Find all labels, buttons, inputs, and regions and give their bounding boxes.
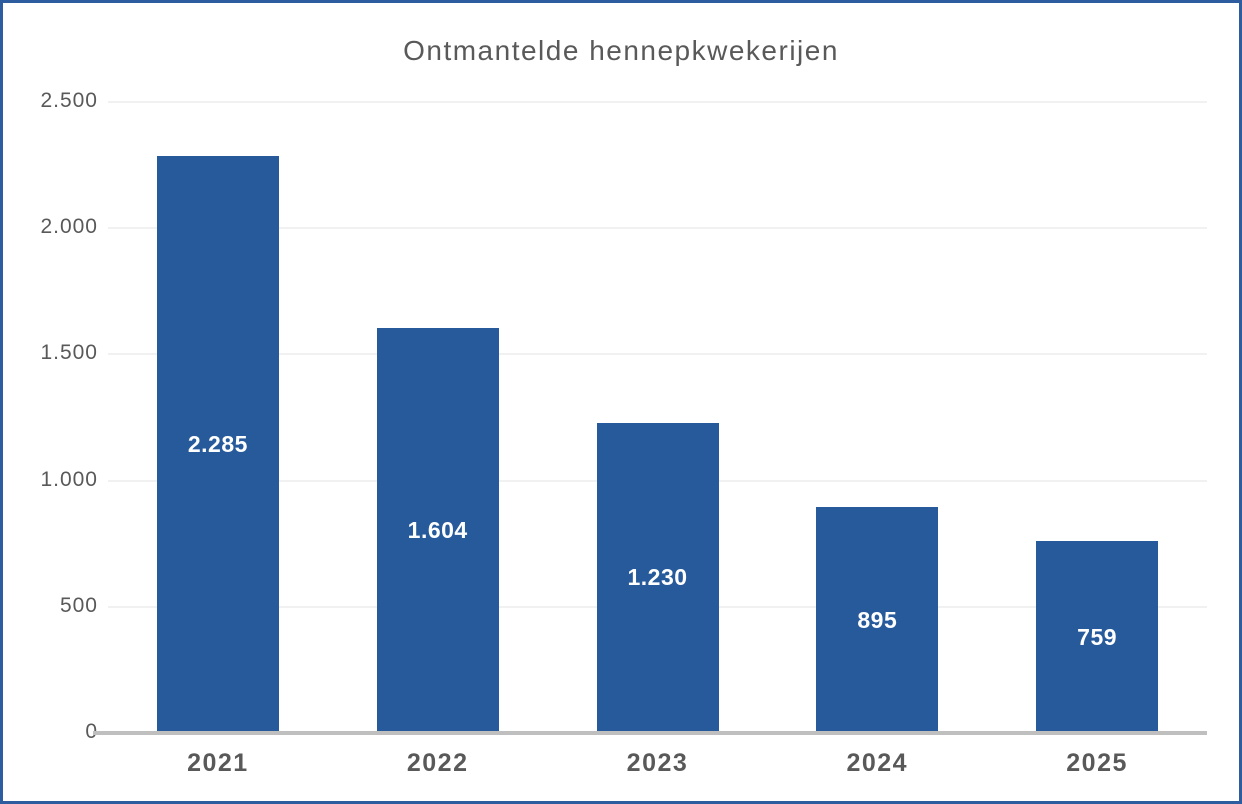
y-tick-label: 1.000	[40, 467, 98, 491]
chart-title: Ontmantelde hennepkwekerijen	[403, 35, 839, 66]
x-axis-line	[93, 731, 1207, 735]
x-tick-label: 2021	[187, 749, 249, 777]
x-tick-label: 2022	[406, 749, 469, 777]
bar: 1.230	[596, 422, 719, 733]
gridline	[108, 101, 1207, 103]
y-tick-label: 0	[85, 720, 98, 743]
x-tick-label: 2023	[626, 749, 689, 777]
x-axis-labels: 2021 2022 2023 2024 2025	[108, 749, 1207, 785]
bar-value-label: 1.604	[407, 517, 468, 544]
bar: 1.604	[376, 328, 499, 733]
y-axis-labels: 0 500 1.000 1.500 2.000 2.500	[3, 89, 98, 743]
bar-value-label: 2.285	[187, 431, 248, 458]
plot-area: 2.285 1.604 1.230 895 759	[108, 101, 1207, 733]
x-tick-label: 2024	[846, 749, 909, 777]
bar-value-label: 759	[1077, 623, 1118, 650]
bar: 2.285	[156, 156, 279, 733]
y-tick-label: 2.500	[40, 89, 98, 112]
bar: 759	[1036, 541, 1159, 733]
bar-value-label: 895	[857, 606, 898, 633]
y-tick-label: 2.000	[40, 215, 98, 239]
gridline	[108, 227, 1207, 230]
gridline	[108, 353, 1207, 356]
bar: 895	[816, 507, 939, 733]
y-tick-label: 1.500	[40, 341, 98, 365]
y-tick-label: 500	[59, 593, 98, 617]
bar-value-label: 1.230	[627, 564, 688, 591]
x-tick-label: 2025	[1066, 749, 1128, 777]
